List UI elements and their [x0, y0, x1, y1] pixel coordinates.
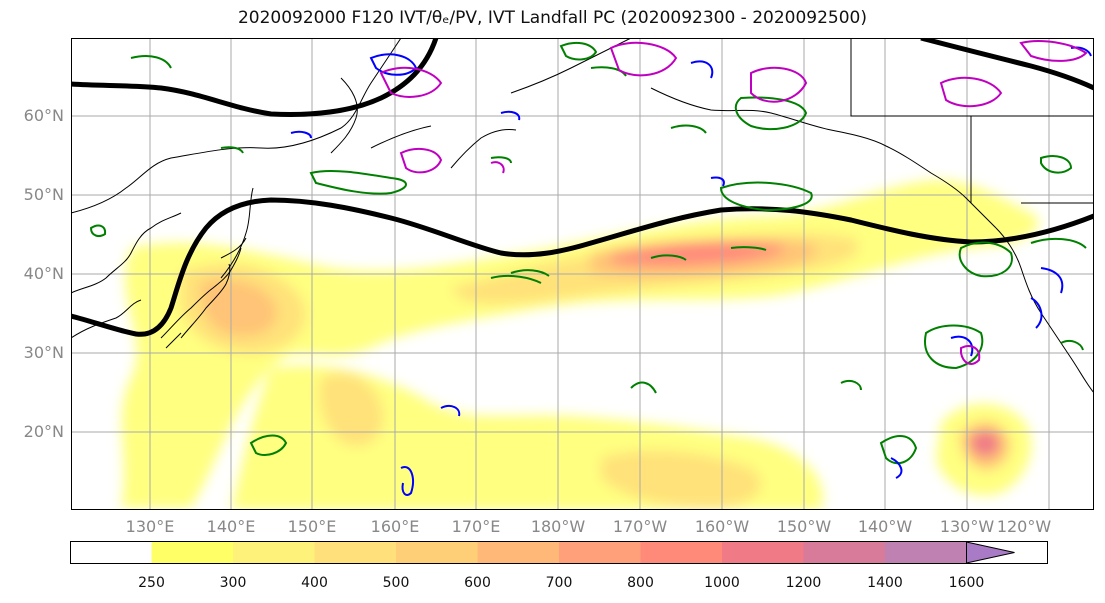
- x-tick-160w: 160°W: [694, 517, 750, 536]
- colorbar-swatch: [233, 542, 315, 563]
- colorbar-swatch: [803, 542, 886, 563]
- colorbar-tick-label: 500: [382, 575, 410, 591]
- colorbar-swatch: [151, 542, 234, 563]
- colorbar-extend-arrow: [966, 541, 1015, 564]
- x-tick-170e: 170°E: [451, 517, 501, 536]
- colorbar-tick-label: 1000: [704, 575, 740, 591]
- y-tick-40n: 40°N: [23, 264, 64, 283]
- x-tick-160e: 160°E: [370, 517, 420, 536]
- colorbar-swatch: [885, 542, 967, 563]
- colorbar-tick-label: 400: [301, 575, 328, 591]
- colorbar-tick-label: 700: [545, 575, 573, 591]
- x-tick-140w: 140°W: [857, 517, 913, 536]
- x-tick-130e: 130°E: [125, 517, 175, 536]
- y-tick-20n: 20°N: [23, 422, 64, 441]
- colorbar-tick-label: 800: [627, 575, 654, 591]
- colorbar-tick-label: 250: [138, 575, 165, 591]
- colorbar-swatch: [559, 542, 641, 563]
- colorbar-swatch: [640, 542, 723, 563]
- jet-contours: [71, 38, 1094, 337]
- colorbar-swatches: [70, 542, 967, 563]
- jet-south: [71, 197, 1094, 337]
- colorbar-swatch: [70, 542, 152, 563]
- japan: [165, 237, 247, 349]
- coastlines: [71, 38, 1094, 394]
- colorbar-tick-label: 1600: [948, 575, 985, 591]
- colorbar-swatch: [396, 542, 478, 563]
- magenta-contours: [379, 40, 1088, 365]
- x-tick-150e: 150°E: [287, 517, 337, 536]
- map-panel: [71, 38, 1094, 510]
- green-contours: [89, 41, 1087, 465]
- jet-north-east: [920, 38, 1094, 91]
- colorbar-tick-label: 1400: [867, 575, 903, 591]
- colorbar-tick-label: 1200: [785, 575, 822, 591]
- jet-north: [71, 38, 439, 117]
- colorbar-swatch: [477, 542, 560, 563]
- y-tick-60n: 60°N: [23, 106, 64, 125]
- map-title: 2020092000 F120 IVT/θₑ/PV, IVT Landfall …: [237, 8, 868, 28]
- x-tick-130w: 130°W: [939, 517, 995, 536]
- y-tick-50n: 50°N: [23, 185, 64, 204]
- x-tick-140e: 140°E: [206, 517, 256, 536]
- x-tick-170w: 170°W: [612, 517, 668, 536]
- colorbar-tick-label: 300: [219, 575, 247, 591]
- colorbar-swatch: [314, 542, 397, 563]
- x-tick-180w: 180°W: [530, 517, 586, 536]
- ivt-shading: [121, 179, 1039, 510]
- colorbar-swatch: [722, 542, 804, 563]
- colorbar: [70, 541, 1048, 564]
- x-tick-120w: 120°W: [996, 517, 1052, 536]
- y-tick-30n: 30°N: [23, 343, 64, 362]
- colorbar-tick-label: 600: [464, 575, 491, 591]
- x-tick-150w: 150°W: [776, 517, 832, 536]
- colorbar-outline: [70, 541, 1048, 564]
